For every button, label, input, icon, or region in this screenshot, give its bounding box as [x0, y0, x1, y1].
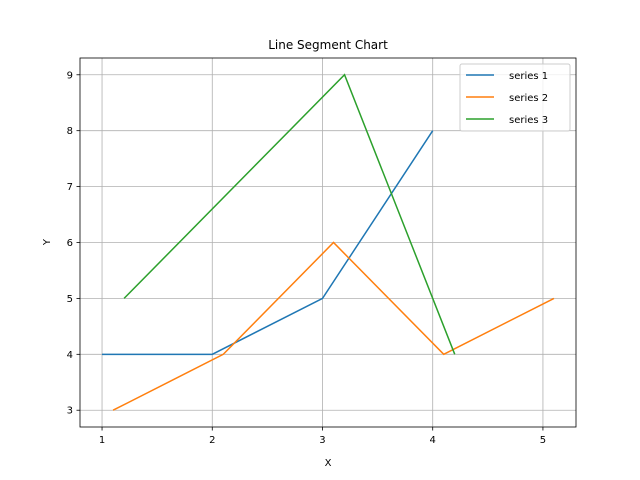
x-tick-label: 2	[209, 435, 215, 446]
x-tick-label: 1	[99, 435, 105, 446]
y-tick-label: 7	[67, 182, 73, 193]
legend: series 1 series 2 series 3	[459, 63, 571, 132]
y-tick-label: 8	[67, 126, 73, 137]
x-tick-label: 3	[319, 435, 325, 446]
x-axis-label: X	[325, 458, 332, 469]
legend-label-series-1: series 1	[509, 71, 548, 82]
y-tick-label: 9	[67, 70, 73, 81]
y-tick-label: 4	[67, 350, 73, 361]
series-1-line	[102, 130, 434, 356]
series-3-line	[123, 73, 456, 355]
y-axis-ticks: 3 4 5 6 7 8 9	[67, 70, 80, 417]
x-tick-label: 4	[430, 435, 436, 446]
legend-label-series-3: series 3	[509, 115, 548, 126]
y-tick-label: 3	[67, 406, 73, 417]
plot-frame	[79, 57, 577, 428]
x-tick-label: 5	[540, 435, 546, 446]
x-axis-ticks: 1 2 3 4 5	[99, 427, 546, 446]
y-axis-label: Y	[42, 238, 53, 246]
chart-title: Line Segment Chart	[268, 38, 388, 52]
series-2-line	[112, 241, 555, 411]
y-tick-label: 5	[67, 294, 73, 305]
legend-box	[459, 63, 571, 132]
y-tick-label: 6	[67, 238, 73, 249]
series-lines	[102, 73, 555, 411]
legend-label-series-2: series 2	[509, 93, 548, 104]
